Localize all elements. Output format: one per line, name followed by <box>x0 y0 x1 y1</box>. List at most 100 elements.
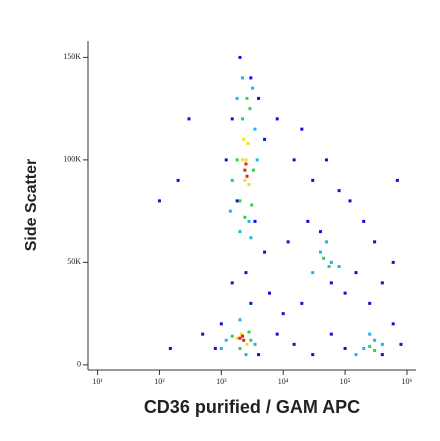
point <box>243 168 247 172</box>
point <box>324 240 328 244</box>
point <box>306 219 310 223</box>
point <box>249 301 253 305</box>
point <box>245 174 249 178</box>
point <box>311 271 315 275</box>
x-axis-label: CD36 purified / GAM APC <box>144 397 360 417</box>
point <box>337 189 341 193</box>
point <box>362 219 366 223</box>
point <box>399 342 403 346</box>
point <box>157 199 161 203</box>
point <box>343 346 347 350</box>
point <box>311 353 315 357</box>
point <box>241 158 245 162</box>
point <box>329 281 333 285</box>
point <box>238 230 242 234</box>
point <box>239 332 243 336</box>
point <box>241 117 245 121</box>
point <box>251 86 255 90</box>
point <box>245 342 249 346</box>
point <box>391 322 395 326</box>
point <box>235 199 239 203</box>
point <box>230 334 234 338</box>
point <box>243 215 247 219</box>
point <box>391 260 395 264</box>
point <box>247 182 251 186</box>
x-tick-label: 10³ <box>216 377 227 386</box>
point <box>244 271 248 275</box>
point <box>286 240 290 244</box>
point <box>219 346 223 350</box>
point <box>213 346 217 350</box>
point <box>176 178 180 182</box>
point <box>348 199 352 203</box>
point <box>219 322 223 326</box>
point <box>250 203 254 207</box>
point <box>380 342 384 346</box>
point <box>245 96 249 100</box>
point <box>241 76 245 80</box>
point <box>201 332 205 336</box>
point <box>224 338 228 342</box>
point <box>238 346 242 350</box>
point <box>224 158 228 162</box>
point <box>324 158 328 162</box>
y-tick-label: 0 <box>77 360 81 369</box>
x-tick-label: 10¹ <box>92 377 103 386</box>
point <box>281 312 285 316</box>
point <box>300 301 304 305</box>
point <box>329 260 333 264</box>
y-axis-label: Side Scatter <box>23 159 40 251</box>
point <box>235 336 239 340</box>
point <box>187 117 191 121</box>
point <box>230 117 234 121</box>
point <box>368 332 372 336</box>
x-tick-label: 10⁵ <box>340 377 351 386</box>
point <box>230 281 234 285</box>
y-tick-label: 100K <box>63 155 81 164</box>
x-tick-label: 10² <box>154 377 165 386</box>
point <box>238 199 242 203</box>
point <box>318 230 322 234</box>
point <box>253 342 257 346</box>
point <box>243 178 247 182</box>
x-tick-label: 10⁶ <box>402 377 413 386</box>
point <box>322 256 326 260</box>
point <box>380 353 384 357</box>
point <box>263 137 267 141</box>
point <box>292 158 296 162</box>
point <box>244 158 248 162</box>
point <box>241 334 245 338</box>
point <box>246 141 250 145</box>
point <box>247 330 251 334</box>
point <box>362 346 366 350</box>
point <box>249 338 253 342</box>
point <box>257 353 261 357</box>
point <box>242 338 246 342</box>
point <box>235 96 239 100</box>
point <box>247 219 251 223</box>
point <box>257 96 261 100</box>
point <box>343 291 347 295</box>
point <box>373 240 377 244</box>
point <box>238 336 242 340</box>
point <box>368 344 372 348</box>
point <box>255 158 259 162</box>
point <box>244 353 248 357</box>
point <box>267 291 271 295</box>
point <box>228 209 232 213</box>
point <box>318 250 322 254</box>
point <box>248 107 252 111</box>
point <box>253 219 257 223</box>
point <box>327 264 331 268</box>
point <box>263 250 267 254</box>
point <box>253 127 257 131</box>
point <box>354 353 358 357</box>
point <box>337 264 341 268</box>
point <box>395 178 399 182</box>
point <box>380 281 384 285</box>
point <box>329 332 333 336</box>
point <box>368 301 372 305</box>
point <box>244 162 248 166</box>
